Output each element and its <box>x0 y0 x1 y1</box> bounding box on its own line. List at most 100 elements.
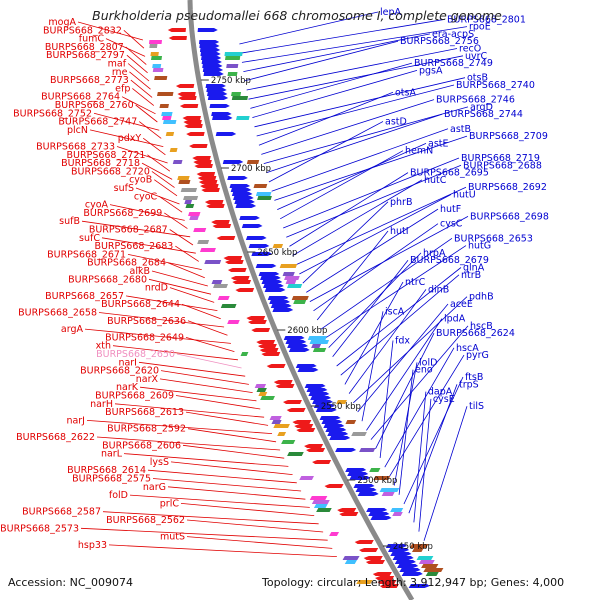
gene-label-right[interactable]: BURPS668_2695 <box>410 168 489 179</box>
gene-label-right[interactable]: BURPS668_2749 <box>414 58 493 69</box>
gene-label-right[interactable]: hscB <box>470 321 493 332</box>
gene-label-right[interactable]: recO <box>459 44 481 55</box>
gene-label-left[interactable]: BURPS668_2773 <box>50 75 129 86</box>
gene-label-left[interactable]: hsp33 <box>78 540 107 551</box>
gene-label-right[interactable]: hutG <box>468 241 491 252</box>
gene-label-left[interactable]: BURPS668_2699 <box>83 208 162 219</box>
gene-label-right[interactable]: glnA <box>463 263 485 274</box>
gene-label-left[interactable]: nrdD <box>145 283 168 294</box>
gene-label-right[interactable]: hemN <box>405 146 433 157</box>
gene-label-left[interactable]: prlC <box>160 498 180 509</box>
gene-label-right[interactable]: otsA <box>395 87 416 98</box>
gene-label-left[interactable]: cyoA <box>85 200 109 211</box>
gene-label-right[interactable]: BURPS668_2679 <box>410 255 489 266</box>
gene-label-left[interactable]: BURPS668_2760 <box>55 100 134 111</box>
gene-label-right[interactable]: astD <box>385 117 407 128</box>
gene-label-left[interactable]: BURPS668_2649 <box>105 332 184 343</box>
gene-label-left[interactable]: BURPS668_2562 <box>106 515 185 526</box>
gene-label-left[interactable]: BURPS668_2658 <box>18 308 97 319</box>
gene-label-right[interactable]: BURPS668_2801 <box>447 14 526 25</box>
gene-label-left[interactable]: sufS <box>114 183 134 194</box>
gene-label-right[interactable]: tilS <box>469 401 484 412</box>
gene-label-left[interactable]: pdxY <box>118 133 142 144</box>
gene-label-right[interactable]: BURPS668_2692 <box>468 182 547 193</box>
gene-label-left[interactable]: BURPS668_2620 <box>80 366 159 377</box>
gene-label-right[interactable]: BURPS668_2756 <box>400 36 479 47</box>
gene-label-right[interactable]: BURPS668_2740 <box>456 80 535 91</box>
gene-label-left[interactable]: folD <box>109 490 128 501</box>
gene-label-right[interactable]: ftsB <box>465 372 483 383</box>
gene-label-left[interactable]: narK <box>116 382 139 393</box>
gene-label-left[interactable]: BURPS668_2622 <box>16 432 95 443</box>
gene-label-left[interactable]: BURPS668_2613 <box>105 407 184 418</box>
gene-label-left[interactable]: plcN <box>67 125 88 136</box>
gene-label-right[interactable]: hutU <box>453 190 476 201</box>
gene-label-right[interactable]: BURPS668_2653 <box>454 233 533 244</box>
gene-label-right[interactable]: ntrB <box>461 270 481 281</box>
gene-label-right[interactable]: phrB <box>390 197 412 208</box>
gene-label-left[interactable]: narI <box>118 357 137 368</box>
gene-label-left[interactable]: BURPS668_2747 <box>58 117 137 128</box>
gene-label-right[interactable]: BURPS668_2746 <box>436 95 515 106</box>
gene-label-left[interactable]: narG <box>143 482 166 493</box>
gene-label-left[interactable]: sufC <box>79 233 100 244</box>
gene-label-right[interactable]: uvrC <box>465 51 488 62</box>
gene-label-left[interactable]: xth <box>96 341 111 352</box>
gene-label-left[interactable]: BURPS668_2614 <box>67 465 146 476</box>
gene-label-right[interactable]: aceE <box>450 299 473 310</box>
gene-label-right[interactable]: BURPS668_2624 <box>436 328 515 339</box>
gene-label-left[interactable]: fumC <box>79 34 105 45</box>
gene-label-left[interactable]: cyoB <box>129 175 152 186</box>
gene-label-left[interactable]: BURPS668_2718 <box>61 158 140 169</box>
gene-label-left[interactable]: BURPS668_2684 <box>87 258 166 269</box>
gene-label-right[interactable]: ntrC <box>405 277 426 288</box>
gene-label-right[interactable]: BURPS668_2688 <box>463 160 542 171</box>
gene-label-right[interactable]: otsB <box>467 73 488 84</box>
gene-label-left[interactable]: cyoC <box>134 191 158 202</box>
gene-label-right[interactable]: argD <box>470 102 493 113</box>
gene-label-left[interactable]: efp <box>115 83 130 94</box>
gene-label-left[interactable]: BURPS668_2807 <box>45 42 124 53</box>
gene-label-right[interactable]: hutI <box>390 226 409 237</box>
gene-label-right[interactable]: astE <box>428 138 449 149</box>
gene-label-left[interactable]: BURPS668_2832 <box>43 25 122 36</box>
gene-label-left[interactable]: mutS <box>160 532 185 543</box>
gene-label-right[interactable]: BURPS668_2709 <box>469 131 548 142</box>
gene-label-right[interactable]: era-acpS <box>432 29 474 40</box>
gene-label-right[interactable]: lolD <box>419 357 437 368</box>
gene-label-left[interactable]: BURPS668_2671 <box>47 249 126 260</box>
gene-label-left[interactable]: BURPS668_2575 <box>72 474 151 485</box>
gene-label-right[interactable]: pyrG <box>466 350 489 361</box>
gene-label-right[interactable]: astB <box>450 124 471 135</box>
gene-label-right[interactable]: BURPS668_2698 <box>470 211 549 222</box>
gene-label-left[interactable]: BURPS668_2752 <box>13 108 92 119</box>
gene-label-left[interactable]: BURPS668_2636 <box>107 316 186 327</box>
gene-label-left[interactable]: narL <box>101 449 123 460</box>
gene-label-right[interactable]: hutC <box>424 175 447 186</box>
gene-label-left[interactable]: narX <box>136 374 159 385</box>
gene-label-left[interactable]: BURPS668_2657 <box>45 291 124 302</box>
gene-label-left[interactable]: BURPS668_2733 <box>36 142 115 153</box>
gene-label-left[interactable]: BURPS668_2687 <box>89 225 168 236</box>
gene-label-right[interactable]: BURPS668_2719 <box>461 153 540 164</box>
gene-label-left[interactable]: lysS <box>150 457 169 468</box>
gene-label-left[interactable]: maf <box>108 59 127 70</box>
gene-label-left[interactable]: rne <box>112 67 128 78</box>
gene-label-left[interactable]: BURPS668_2592 <box>107 424 186 435</box>
gene-label-left[interactable]: narJ <box>66 415 85 426</box>
gene-label-left[interactable]: BURPS668_2721 <box>67 150 146 161</box>
gene-label-right[interactable]: fdx <box>395 336 410 347</box>
gene-label-left[interactable]: BURPS668_2609 <box>95 391 174 402</box>
gene-label-left[interactable]: BURPS668_2573 <box>0 523 79 534</box>
gene-label-right[interactable]: BURPS668_2744 <box>444 109 523 120</box>
gene-label-left[interactable]: BURPS668_2797 <box>46 50 125 61</box>
gene-label-left[interactable]: sufB <box>59 216 80 227</box>
gene-label-left[interactable]: BURPS668_2587 <box>22 507 101 518</box>
gene-label-left[interactable]: narH <box>90 399 113 410</box>
gene-label-right[interactable]: trpS <box>459 379 479 390</box>
gene-label-left[interactable]: BURPS668_2680 <box>68 274 147 285</box>
gene-label-right[interactable]: eno <box>415 365 433 376</box>
gene-label-right[interactable]: cysE <box>433 394 455 405</box>
gene-label-right[interactable]: pgsA <box>419 65 443 76</box>
gene-label-right[interactable]: dapA <box>428 387 453 398</box>
